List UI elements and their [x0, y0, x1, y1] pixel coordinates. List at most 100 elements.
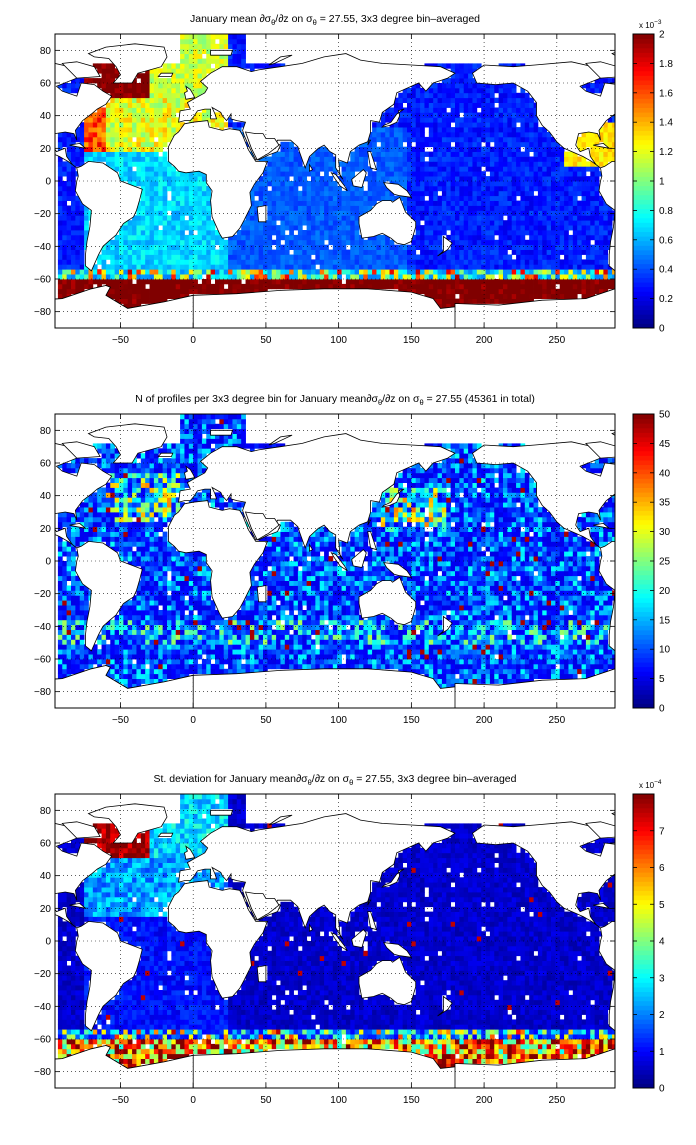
- bin-cell: [167, 127, 172, 132]
- bin-cell: [416, 186, 421, 191]
- colorbar-swatch: [633, 300, 654, 305]
- bin-cell: [106, 264, 111, 269]
- bin-cell: [394, 250, 399, 255]
- bin-cell: [132, 112, 137, 117]
- bin-cell: [451, 225, 456, 230]
- bin-cell: [163, 264, 168, 269]
- bin-cell: [75, 161, 80, 166]
- bin-cell: [280, 201, 285, 206]
- bin-cell: [446, 152, 451, 157]
- bin-cell: [110, 264, 115, 269]
- bin-cell: [407, 122, 412, 127]
- bin-cell: [285, 191, 290, 196]
- bin-cell: [241, 264, 246, 269]
- bin-cell: [420, 284, 425, 289]
- bin-cell: [132, 117, 137, 122]
- bin-cell: [285, 196, 290, 201]
- bin-cell: [603, 245, 608, 250]
- bin-cell: [398, 157, 403, 162]
- bin-cell: [468, 78, 473, 83]
- landmass-iceland: [682, 73, 696, 76]
- bin-cell: [451, 274, 456, 279]
- bin-cell: [516, 235, 521, 240]
- bin-cell: [420, 108, 425, 113]
- bin-cell: [106, 274, 111, 279]
- bin-cell: [315, 274, 320, 279]
- bin-cell: [184, 201, 189, 206]
- bin-cell: [80, 255, 85, 260]
- bin-cell: [564, 176, 569, 181]
- bin-cell: [62, 210, 67, 215]
- bin-cell: [595, 279, 600, 284]
- bin-cell: [254, 63, 259, 68]
- bin-cell: [398, 176, 403, 181]
- bin-cell: [459, 225, 464, 230]
- bin-cell: [102, 497, 107, 502]
- bin-cell: [136, 264, 141, 269]
- bin-cell: [289, 284, 294, 289]
- bin-cell: [232, 284, 237, 289]
- bin-cell: [438, 240, 443, 245]
- bin-cell: [285, 206, 290, 211]
- bin-cell: [416, 201, 421, 206]
- bin-cell: [294, 171, 299, 176]
- bin-cell: [167, 112, 172, 117]
- bin-cell: [542, 215, 547, 220]
- bin-cell: [568, 161, 573, 166]
- bin-cell: [75, 630, 80, 635]
- bin-cell: [102, 63, 107, 68]
- bin-cell: [477, 284, 482, 289]
- x-tick-label: −50: [112, 335, 129, 346]
- bin-cell: [250, 274, 255, 279]
- bin-cell: [184, 250, 189, 255]
- bin-cell: [438, 201, 443, 206]
- bin-cell: [429, 201, 434, 206]
- bin-cell: [433, 191, 438, 196]
- bin-cell: [58, 581, 63, 586]
- bin-cell: [490, 108, 495, 113]
- bin-cell: [385, 240, 390, 245]
- bin-cell: [219, 240, 224, 245]
- bin-cell: [320, 161, 325, 166]
- bin-cell: [106, 152, 111, 157]
- bin-cell: [80, 537, 85, 542]
- bin-cell: [80, 206, 85, 211]
- bin-cell: [254, 245, 259, 250]
- bin-cell: [246, 250, 251, 255]
- bin-cell: [263, 63, 268, 68]
- bin-cell: [481, 157, 486, 162]
- bin-cell: [272, 176, 277, 181]
- bin-cell: [154, 98, 159, 103]
- bin-cell: [586, 186, 591, 191]
- bin-cell: [394, 152, 399, 157]
- bin-cell: [123, 152, 128, 157]
- bin-cell: [407, 166, 412, 171]
- bin-cell: [123, 157, 128, 162]
- bin-cell: [328, 157, 333, 162]
- bin-cell: [176, 171, 181, 176]
- bin-cell: [67, 590, 72, 595]
- bin-cell: [67, 176, 72, 181]
- bin-cell: [398, 245, 403, 250]
- bin-cell: [215, 240, 220, 245]
- bin-cell: [123, 108, 128, 113]
- bin-cell: [193, 240, 198, 245]
- bin-cell: [564, 181, 569, 186]
- bin-cell: [328, 181, 333, 186]
- bin-cell: [590, 289, 595, 294]
- bin-cell: [464, 264, 469, 269]
- bin-cell: [189, 215, 194, 220]
- bin-cell: [128, 289, 133, 294]
- bin-cell: [328, 274, 333, 279]
- bin-cell: [211, 225, 216, 230]
- bin-cell: [163, 206, 168, 211]
- bin-cell: [337, 259, 342, 264]
- bin-cell: [363, 279, 368, 284]
- bin-cell: [75, 590, 80, 595]
- bin-cell: [459, 171, 464, 176]
- bin-cell: [582, 274, 587, 279]
- bin-cell: [62, 522, 67, 527]
- bin-cell: [280, 176, 285, 181]
- bin-cell: [141, 225, 146, 230]
- bin-cell: [512, 215, 517, 220]
